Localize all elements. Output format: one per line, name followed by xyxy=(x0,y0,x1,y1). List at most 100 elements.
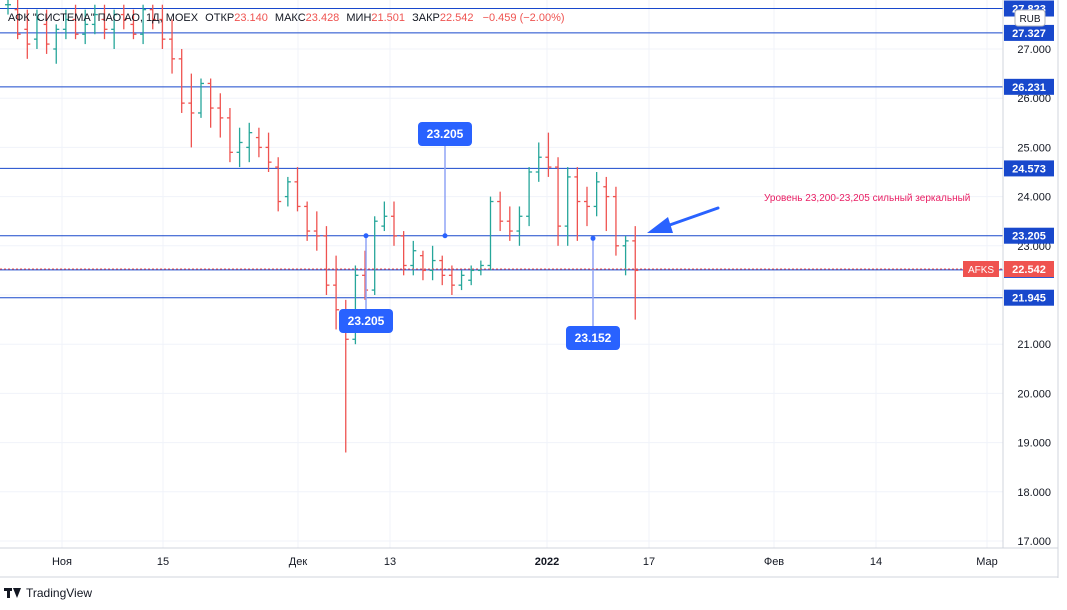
ohlc-bar xyxy=(265,132,272,172)
ohlc-bar xyxy=(564,167,571,246)
x-tick-label: Фев xyxy=(764,556,784,568)
chart-grid xyxy=(0,0,1003,548)
price-callouts[interactable]: 23.205 23.205 23.152 xyxy=(339,122,620,350)
legend-symbol-name: АФК "СИСТЕМА" ПАО АО, 1Д, MOEX xyxy=(8,12,199,24)
ticker-badge: AFKS xyxy=(963,261,999,277)
ohlc-bar xyxy=(323,226,330,295)
ohlc-bar xyxy=(603,176,610,232)
ohlc-bar xyxy=(217,93,224,138)
ohlc-bar xyxy=(410,240,417,276)
ohlc-bar xyxy=(555,157,562,246)
ohlc-bar xyxy=(53,24,60,64)
ohlc-bar xyxy=(294,167,301,212)
ohlc-bar xyxy=(43,9,50,54)
annotation-arrow[interactable] xyxy=(647,206,720,233)
ohlc-bar xyxy=(178,49,185,113)
chart-background xyxy=(0,0,1067,578)
ohlc-bar xyxy=(313,211,320,251)
price-callout[interactable]: 23.205 xyxy=(418,122,472,146)
callout-anchor xyxy=(363,233,369,239)
level-label-bg xyxy=(1004,289,1054,306)
y-tick-label: 25.000 xyxy=(1017,142,1051,154)
ohlc-bar xyxy=(101,4,108,40)
ohlc-bar xyxy=(111,9,118,49)
level-label: 23.205 xyxy=(1012,231,1046,243)
tradingview-logo[interactable]: TradingView xyxy=(4,586,92,600)
ohlc-bar xyxy=(246,122,253,163)
ohlc-bar xyxy=(526,167,533,227)
ohlc-bar xyxy=(381,201,388,232)
level-label: 24.573 xyxy=(1012,163,1046,175)
ohlc-bar xyxy=(371,216,378,295)
price-callout[interactable]: 23.152 xyxy=(566,326,620,350)
ohlc-bar xyxy=(632,226,639,320)
x-tick-label: Дек xyxy=(289,556,308,568)
ohlc-bar xyxy=(198,78,204,118)
level-label: 27.327 xyxy=(1012,28,1046,40)
legend-low-value: 21.501 xyxy=(371,12,405,24)
y-tick-label: 21.000 xyxy=(1017,339,1051,351)
tradingview-brand-text: TradingView xyxy=(26,586,93,600)
level-label: 26.231 xyxy=(1012,82,1046,94)
x-tick-label: 2022 xyxy=(535,556,559,568)
ohlc-bar xyxy=(140,4,147,45)
y-tick-label: 27.000 xyxy=(1017,44,1051,56)
ohlc-bar xyxy=(468,265,475,286)
legend-high-label: МАКС xyxy=(275,12,306,24)
legend-open-value: 23.140 xyxy=(234,12,268,24)
horizontal-levels[interactable] xyxy=(0,8,1003,299)
legend-low-label: МИН xyxy=(346,12,371,24)
ohlc-bar xyxy=(169,19,176,74)
ohlc-bar xyxy=(612,186,619,256)
legend-change-value: −0.459 (−2.00%) xyxy=(483,12,565,24)
ohlc-bar xyxy=(255,127,262,158)
footer: TradingView xyxy=(0,578,1067,610)
ohlc-bar xyxy=(333,255,340,330)
last-price-value: 22.542 xyxy=(1012,264,1046,276)
ohlc-bar xyxy=(226,108,233,163)
price-callout-text: 23.152 xyxy=(575,331,612,345)
legend-close-label: ЗАКР xyxy=(412,12,440,24)
ohlc-bar xyxy=(458,270,465,291)
callout-anchor xyxy=(442,233,448,239)
ohlc-bar xyxy=(130,9,137,40)
ohlc-bar xyxy=(72,4,79,40)
x-tick-label: 15 xyxy=(157,556,169,568)
price-callout-text: 23.205 xyxy=(427,127,464,141)
ohlc-bar xyxy=(448,265,455,295)
ohlc-legend[interactable]: АФК "СИСТЕМА" ПАО АО, 1Д, MOEX ОТКР23.14… xyxy=(8,12,565,24)
ohlc-bar xyxy=(516,206,523,246)
ohlc-bar xyxy=(120,4,127,30)
legend-high-value: 23.428 xyxy=(306,12,340,24)
ohlc-bar xyxy=(439,255,446,286)
ohlc-bar xyxy=(159,4,166,49)
ohlc-bar xyxy=(207,78,214,128)
currency-badge-text: RUB xyxy=(1019,14,1040,25)
callout-anchor xyxy=(590,235,596,241)
legend-close-value: 22.542 xyxy=(440,12,474,24)
time-axis-ticks: Ноя 15 Дек 13 2022 17 Фев 14 Мар xyxy=(52,556,998,568)
level-label-bg xyxy=(1004,78,1054,95)
ohlc-bar xyxy=(24,9,31,59)
ohlc-bar xyxy=(574,167,581,241)
ohlc-bar xyxy=(149,4,156,30)
ohlc-bar xyxy=(391,201,397,246)
tradingview-logo-icon xyxy=(4,588,22,598)
ohlc-bar xyxy=(188,73,195,148)
x-tick-label: Мар xyxy=(976,556,998,568)
ohlc-bar xyxy=(62,9,69,40)
currency-badge[interactable]: RUB xyxy=(1014,9,1046,27)
price-chart[interactable]: 17.00018.00019.00020.00021.00022.00023.0… xyxy=(0,0,1067,578)
ohlc-bar xyxy=(593,172,600,217)
x-tick-label: 13 xyxy=(384,556,396,568)
y-tick-label: 26.000 xyxy=(1017,93,1051,105)
price-callout[interactable]: 23.205 xyxy=(339,309,393,333)
level-label-bg xyxy=(1004,160,1054,177)
ohlc-bar xyxy=(236,127,243,168)
ticker-badge-text: AFKS xyxy=(968,265,994,276)
ohlc-series xyxy=(5,0,639,453)
y-tick-label: 24.000 xyxy=(1017,192,1051,204)
legend-open-label: ОТКР xyxy=(205,12,234,24)
price-axis[interactable] xyxy=(1003,0,1067,578)
ohlc-bar xyxy=(497,191,504,232)
